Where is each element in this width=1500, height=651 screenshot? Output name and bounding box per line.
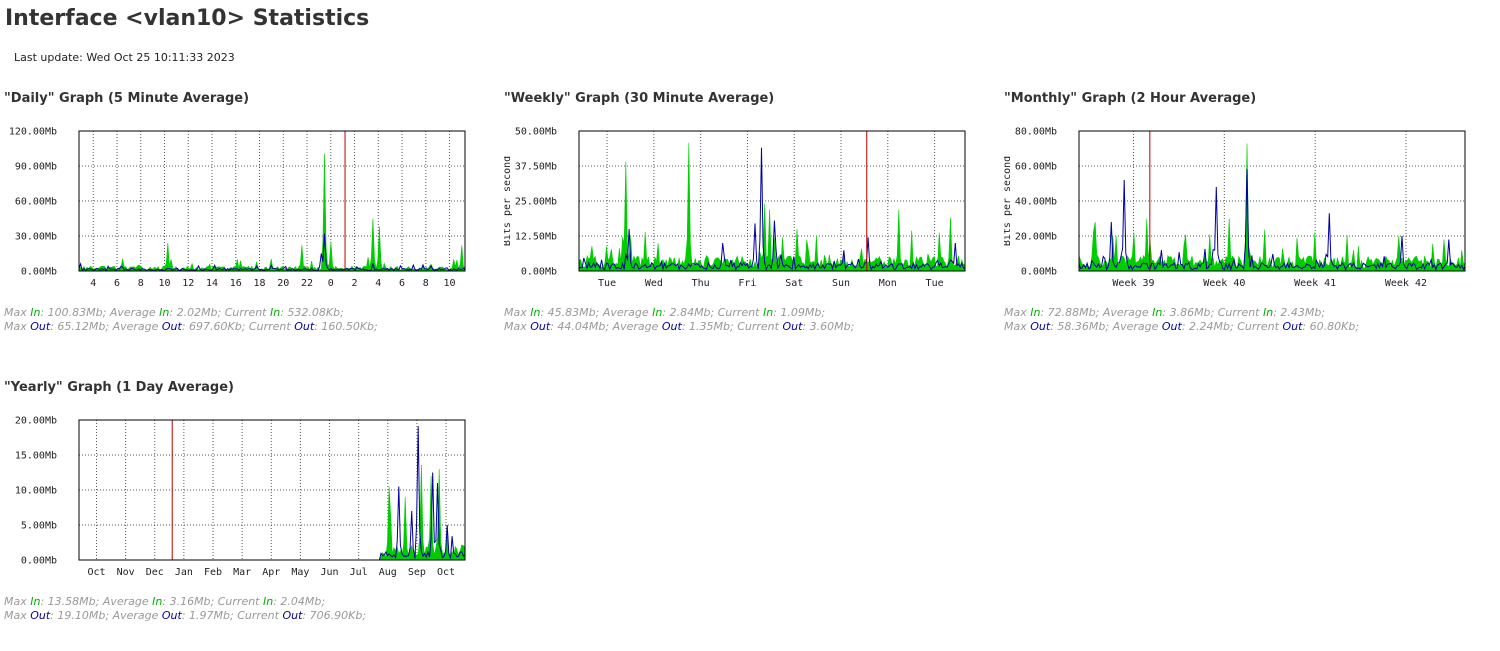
x-tick-label: 4 (375, 278, 381, 289)
series-out-line (78, 233, 466, 272)
y-tick-label: 0.00Mb (21, 267, 57, 278)
stats-out-line: Max Out: 58.36Mb; Average Out: 2.24Mb; C… (1004, 320, 1360, 333)
y-tick-label: 20.00Mb (1015, 232, 1057, 243)
x-tick-label: 8 (138, 278, 144, 289)
last-update: Last update: Wed Oct 25 10:11:33 2023 (14, 51, 235, 64)
yearly-graph-chart: 0.00Mb 5.00Mb 10.00Mb 15.00Mb 20.00Mb Oct Nov D… (15, 416, 466, 578)
x-tick-label: Oct (87, 567, 105, 578)
x-tick-label: May (291, 567, 309, 578)
x-tick-label: 16 (230, 278, 242, 289)
x-tick-label: Fri (738, 278, 756, 289)
daily-graph-chart: 0.00Mb 30.00Mb 60.00Mb 90.00Mb 120.00Mb 4 6 8 10… (9, 127, 466, 289)
y-tick-label: 0.00Mb (1021, 267, 1057, 278)
x-tick-label: Jan (175, 567, 193, 578)
x-tick-label: 0 (328, 278, 334, 289)
y-tick-label: 20.00Mb (15, 416, 57, 427)
x-tick-label: 22 (301, 278, 313, 289)
stats-in-line: Max In: 72.88Mb; Average In: 3.86Mb; Cur… (1004, 306, 1326, 319)
x-tick-label: 12 (182, 278, 194, 289)
stats-out-line: Max Out: 44.04Mb; Average Out: 1.35Mb; C… (504, 320, 855, 333)
stats-in-line: Max In: 45.83Mb; Average In: 2.84Mb; Cur… (504, 306, 826, 319)
plot-border (578, 130, 966, 272)
x-tick-label: 8 (423, 278, 429, 289)
daily-graph-stats: Max In: 100.83Mb; Average In: 2.02Mb; Cu… (4, 306, 378, 334)
y-tick-label: 40.00Mb (1015, 197, 1057, 208)
graph-title: "Weekly" Graph (30 Minute Average) (504, 91, 775, 106)
x-tick-label: Sun (832, 278, 850, 289)
y-tick-label: 80.00Mb (1015, 127, 1057, 138)
plot-border (78, 130, 466, 272)
y-tick-label: 12.50Mb (515, 232, 557, 243)
x-tick-label: 10 (444, 278, 456, 289)
yearly-graph-stats: Max In: 13.58Mb; Average In: 3.16Mb; Cur… (4, 595, 366, 623)
y-tick-label: 37.50Mb (515, 162, 557, 173)
daily-graph-block: "Daily" Graph (5 Minute Average) 0.00Mb 3… (4, 91, 494, 336)
graph-title: "Daily" Graph (5 Minute Average) (4, 91, 250, 106)
monthly-graph-chart: 0.00Mb 20.00Mb 40.00Mb 60.00Mb 80.00Mb Week 3… (1004, 127, 1466, 289)
x-tick-label: Tue (598, 278, 616, 289)
graph-title: "Monthly" Graph (2 Hour Average) (1004, 91, 1257, 106)
y-tick-label: 60.00Mb (15, 197, 57, 208)
x-tick-label: 6 (399, 278, 405, 289)
x-tick-label: Apr (262, 567, 280, 578)
x-tick-label: 4 (90, 278, 96, 289)
y-tick-label: 30.00Mb (15, 232, 57, 243)
yearly-graph-block: "Yearly" Graph (1 Day Average) 0.00Mb 5.0… (4, 380, 494, 625)
y-tick-label: 60.00Mb (1015, 162, 1057, 173)
x-tick-label: 10 (158, 278, 170, 289)
x-tick-label: 6 (114, 278, 120, 289)
x-tick-label: Oct (437, 567, 455, 578)
x-tick-label: 18 (254, 278, 266, 289)
x-tick-label: Week 39 (1112, 278, 1154, 289)
x-tick-label: Mon (879, 278, 897, 289)
x-tick-label: Tue (926, 278, 944, 289)
x-tick-label: Dec (146, 567, 164, 578)
series-out-line (578, 147, 966, 271)
y-axis-label: Bits per second (1004, 156, 1013, 246)
stats-in-line: Max In: 100.83Mb; Average In: 2.02Mb; Cu… (4, 306, 344, 319)
weekly-graph-chart: 0.00Mb 12.50Mb 25.00Mb 37.50Mb 50.00Mb Tue Wed… (504, 127, 966, 289)
x-tick-label: Feb (204, 567, 222, 578)
y-tick-label: 90.00Mb (15, 162, 57, 173)
x-tick-label: Jun (321, 567, 339, 578)
series-out-line (1078, 168, 1466, 272)
weekly-graph-stats: Max In: 45.83Mb; Average In: 2.84Mb; Cur… (504, 306, 854, 334)
y-tick-label: 25.00Mb (515, 197, 557, 208)
stats-in-line: Max In: 13.58Mb; Average In: 3.16Mb; Cur… (4, 595, 326, 608)
x-tick-label: Mar (233, 567, 251, 578)
y-tick-label: 0.00Mb (521, 267, 557, 278)
x-tick-label: Thu (692, 278, 710, 289)
graph-title: "Yearly" Graph (1 Day Average) (4, 380, 234, 395)
x-tick-label: 20 (277, 278, 289, 289)
x-tick-label: Nov (117, 567, 135, 578)
x-tick-label: 14 (206, 278, 218, 289)
plot-border (1078, 130, 1466, 272)
y-tick-label: 50.00Mb (515, 127, 557, 138)
plot-border (78, 419, 466, 561)
x-tick-label: Sep (408, 567, 426, 578)
x-tick-label: 2 (352, 278, 358, 289)
series-in-area (1078, 143, 1466, 272)
y-tick-label: 15.00Mb (15, 451, 57, 462)
stats-out-line: Max Out: 65.12Mb; Average Out: 697.60Kb;… (4, 320, 378, 333)
x-tick-label: Wed (645, 278, 663, 289)
y-tick-label: 0.00Mb (21, 556, 57, 567)
x-tick-label: Week 42 (1385, 278, 1427, 289)
monthly-graph-block: "Monthly" Graph (2 Hour Average) 0.00Mb 2… (1004, 91, 1494, 336)
stats-out-line: Max Out: 19.10Mb; Average Out: 1.97Mb; C… (4, 609, 367, 622)
weekly-graph-block: "Weekly" Graph (30 Minute Average) 0.00M… (504, 91, 994, 336)
x-tick-label: Week 41 (1294, 278, 1336, 289)
series-in-area (578, 142, 966, 272)
y-tick-label: 10.00Mb (15, 486, 57, 497)
y-axis-label: Bits per second (504, 156, 513, 246)
x-tick-label: Week 40 (1203, 278, 1245, 289)
page-title: Interface <vlan10> Statistics (5, 6, 370, 31)
x-tick-label: Jul (350, 567, 368, 578)
y-tick-label: 120.00Mb (9, 127, 57, 138)
monthly-graph-stats: Max In: 72.88Mb; Average In: 3.86Mb; Cur… (1004, 306, 1359, 334)
y-tick-label: 5.00Mb (21, 521, 57, 532)
x-tick-label: Sat (785, 278, 803, 289)
x-tick-label: Aug (379, 567, 397, 578)
